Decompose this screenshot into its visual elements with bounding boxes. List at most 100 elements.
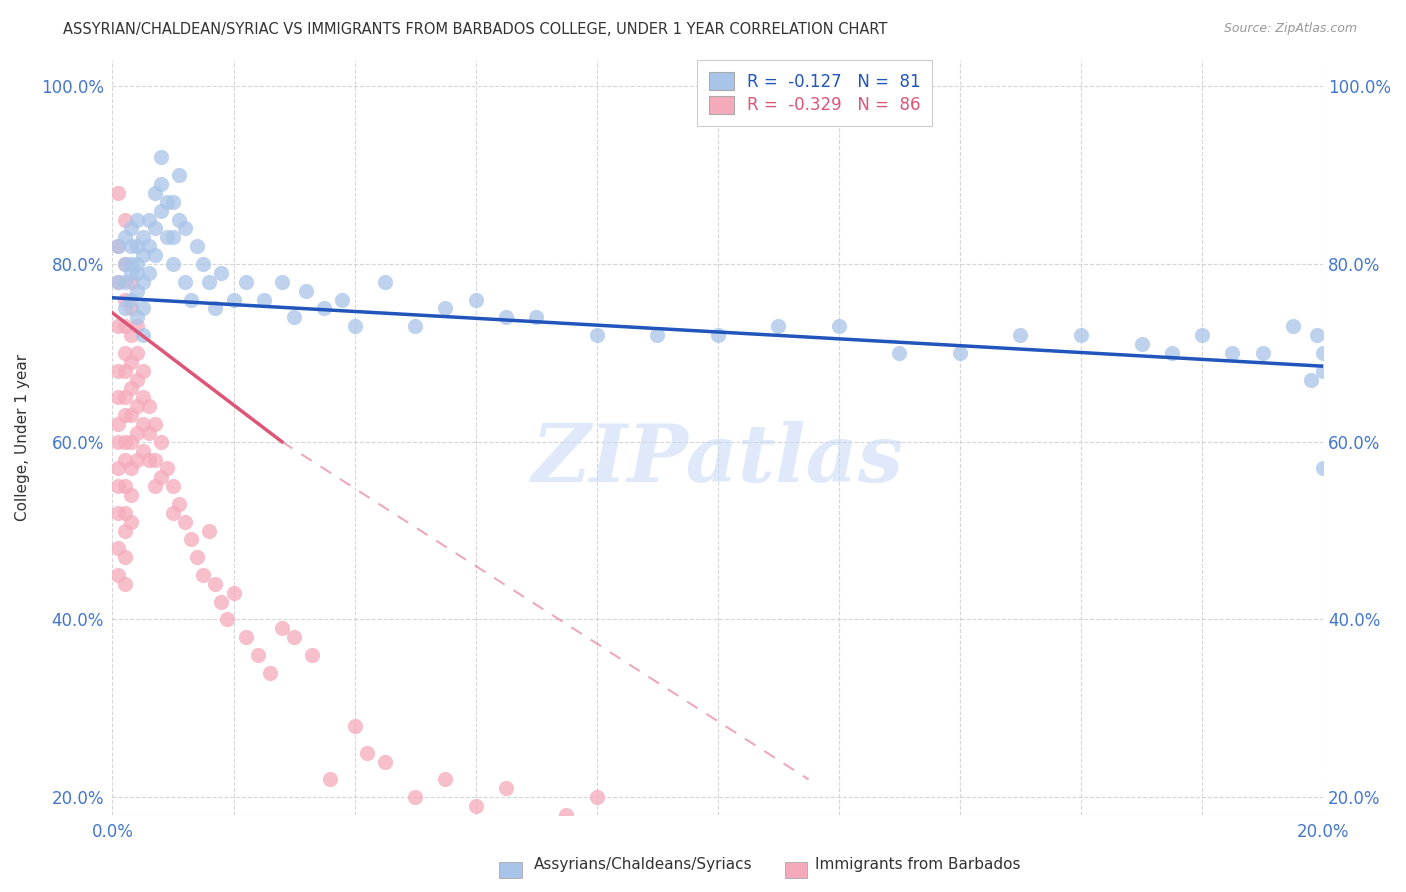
Y-axis label: College, Under 1 year: College, Under 1 year — [15, 354, 30, 521]
Point — [1130, 337, 1153, 351]
Point — [186, 239, 208, 253]
Point — [143, 479, 166, 493]
Point — [356, 746, 378, 760]
Point — [125, 239, 148, 253]
Point — [524, 817, 547, 831]
Point — [138, 266, 160, 280]
Point — [343, 719, 366, 733]
Point — [143, 248, 166, 262]
Point — [209, 266, 232, 280]
Point — [174, 275, 197, 289]
Point — [114, 257, 136, 271]
Point — [120, 293, 142, 307]
Point — [1312, 364, 1334, 378]
Point — [404, 790, 426, 805]
Point — [120, 408, 142, 422]
Point — [125, 399, 148, 413]
Point — [114, 390, 136, 404]
Point — [283, 310, 305, 325]
Point — [107, 319, 129, 334]
Point — [143, 186, 166, 200]
Point — [143, 417, 166, 431]
Point — [114, 212, 136, 227]
Point — [114, 319, 136, 334]
Point — [1010, 328, 1032, 343]
Point — [114, 524, 136, 538]
Point — [186, 550, 208, 565]
Point — [132, 328, 155, 343]
Text: Source: ZipAtlas.com: Source: ZipAtlas.com — [1223, 22, 1357, 36]
Point — [149, 150, 172, 164]
Point — [120, 381, 142, 395]
Point — [1312, 461, 1334, 475]
Point — [174, 515, 197, 529]
Text: ZIPatlas: ZIPatlas — [531, 421, 904, 499]
Point — [301, 648, 323, 662]
Point — [125, 266, 148, 280]
Point — [120, 301, 142, 316]
Point — [114, 550, 136, 565]
Point — [125, 346, 148, 360]
Point — [204, 577, 226, 591]
Point — [1299, 372, 1322, 386]
Point — [149, 177, 172, 191]
Point — [259, 665, 281, 680]
Point — [125, 372, 148, 386]
Point — [1312, 346, 1334, 360]
Point — [198, 275, 221, 289]
Point — [125, 212, 148, 227]
Point — [253, 293, 276, 307]
Point — [645, 328, 668, 343]
Point — [125, 284, 148, 298]
Point — [555, 808, 578, 822]
Point — [167, 168, 190, 182]
Point — [114, 275, 136, 289]
Point — [495, 781, 517, 796]
Point — [209, 595, 232, 609]
Point — [889, 346, 911, 360]
Point — [193, 568, 215, 582]
Point — [120, 257, 142, 271]
Point — [138, 399, 160, 413]
Point — [174, 221, 197, 235]
Point — [114, 301, 136, 316]
Point — [434, 772, 457, 787]
Point — [149, 470, 172, 484]
Point — [138, 425, 160, 440]
Point — [114, 434, 136, 449]
Point — [114, 257, 136, 271]
Point — [132, 443, 155, 458]
Point — [107, 275, 129, 289]
Point — [120, 355, 142, 369]
Text: Assyrians/Chaldeans/Syriacs: Assyrians/Chaldeans/Syriacs — [534, 857, 752, 872]
Point — [162, 194, 184, 209]
Point — [162, 479, 184, 493]
Point — [107, 541, 129, 556]
Point — [768, 319, 790, 334]
Point — [107, 364, 129, 378]
Point — [120, 488, 142, 502]
Point — [585, 790, 607, 805]
Point — [114, 577, 136, 591]
Point — [374, 755, 396, 769]
Point — [107, 461, 129, 475]
Point — [193, 257, 215, 271]
Point — [120, 266, 142, 280]
Point — [132, 275, 155, 289]
Point — [107, 239, 129, 253]
Point — [132, 364, 155, 378]
Point — [222, 293, 245, 307]
Point — [107, 568, 129, 582]
Point — [1070, 328, 1092, 343]
Point — [524, 310, 547, 325]
Point — [271, 275, 294, 289]
Point — [125, 452, 148, 467]
Point — [132, 230, 155, 244]
Point — [464, 799, 486, 814]
Point — [235, 630, 257, 644]
Point — [162, 257, 184, 271]
Point — [120, 221, 142, 235]
Point — [107, 239, 129, 253]
Point — [162, 506, 184, 520]
Point — [1251, 346, 1274, 360]
